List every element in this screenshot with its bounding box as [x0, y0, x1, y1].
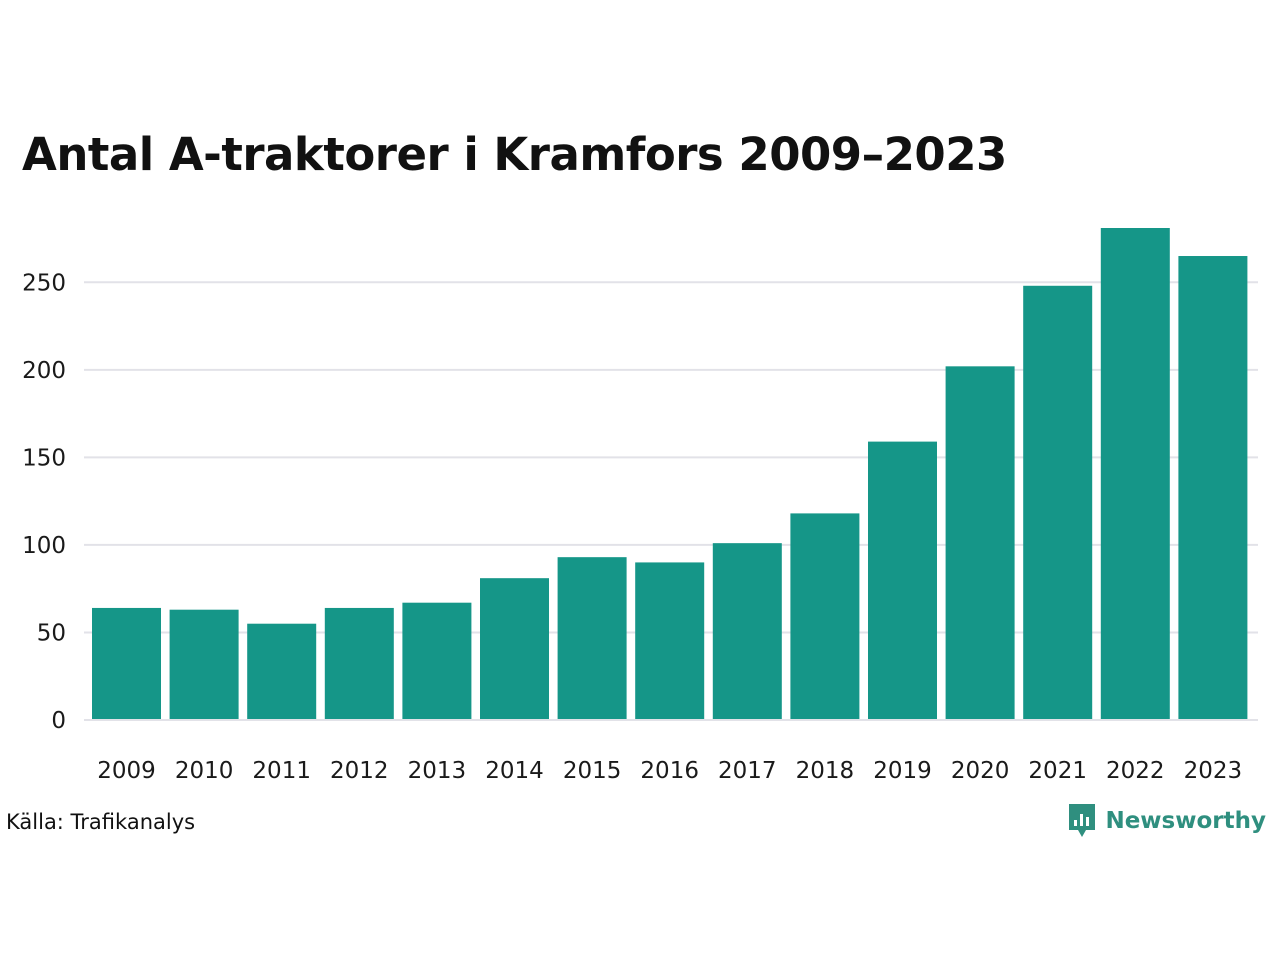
bars	[84, 228, 1258, 721]
chart-title: Antal A-traktorer i Kramfors 2009–2023	[22, 128, 1007, 181]
x-tick-label: 2017	[718, 758, 777, 784]
bar-2009	[92, 607, 161, 720]
x-tick-label: 2023	[1184, 758, 1243, 784]
x-tick-label: 2019	[873, 758, 932, 784]
source-note: Källa: Trafikanalys	[6, 810, 196, 834]
x-tick-label: 2021	[1028, 758, 1087, 784]
bar-2022	[1100, 228, 1170, 720]
x-tick-label: 2013	[408, 758, 467, 784]
bar-2023	[1178, 256, 1248, 720]
x-tick-label: 2011	[252, 758, 311, 784]
bar-2021	[1023, 285, 1093, 720]
x-tick-label: 2014	[485, 758, 544, 784]
bar-2016	[635, 562, 705, 720]
bar-2012	[324, 607, 394, 720]
y-tick-label: 150	[22, 445, 66, 471]
y-tick-label: 50	[37, 620, 66, 646]
x-tick-label: 2020	[951, 758, 1010, 784]
bar-2014	[480, 578, 549, 720]
bar-2020	[945, 366, 1015, 720]
x-tick-label: 2010	[175, 758, 234, 784]
y-tick-label: 100	[22, 533, 66, 559]
y-axis-ticks: 0 50 100 150 200 250	[22, 270, 66, 734]
bar-2019	[868, 441, 937, 720]
bar-2015	[557, 557, 627, 720]
bar-2013	[402, 602, 472, 720]
y-tick-label: 250	[22, 270, 66, 296]
x-tick-label: 2015	[563, 758, 622, 784]
newsworthy-logo-icon	[1069, 804, 1096, 837]
x-tick-label: 2009	[97, 758, 156, 784]
brand-name: Newsworthy	[1105, 808, 1266, 834]
x-tick-label: 2012	[330, 758, 389, 784]
y-tick-label: 0	[51, 708, 66, 734]
brand-logo: Newsworthy	[1067, 803, 1266, 839]
x-tick-label: 2022	[1106, 758, 1165, 784]
bar-2010	[169, 609, 239, 720]
bar-2017	[712, 543, 782, 720]
bar-2011	[247, 623, 317, 720]
y-tick-label: 200	[22, 358, 66, 384]
x-tick-label: 2018	[796, 758, 855, 784]
bar-2018	[790, 513, 860, 720]
x-axis-ticks: 2009 2010 2011 2012 2013 2014 2015 2016 2017 2018…	[97, 758, 1242, 784]
x-tick-label: 2016	[640, 758, 699, 784]
